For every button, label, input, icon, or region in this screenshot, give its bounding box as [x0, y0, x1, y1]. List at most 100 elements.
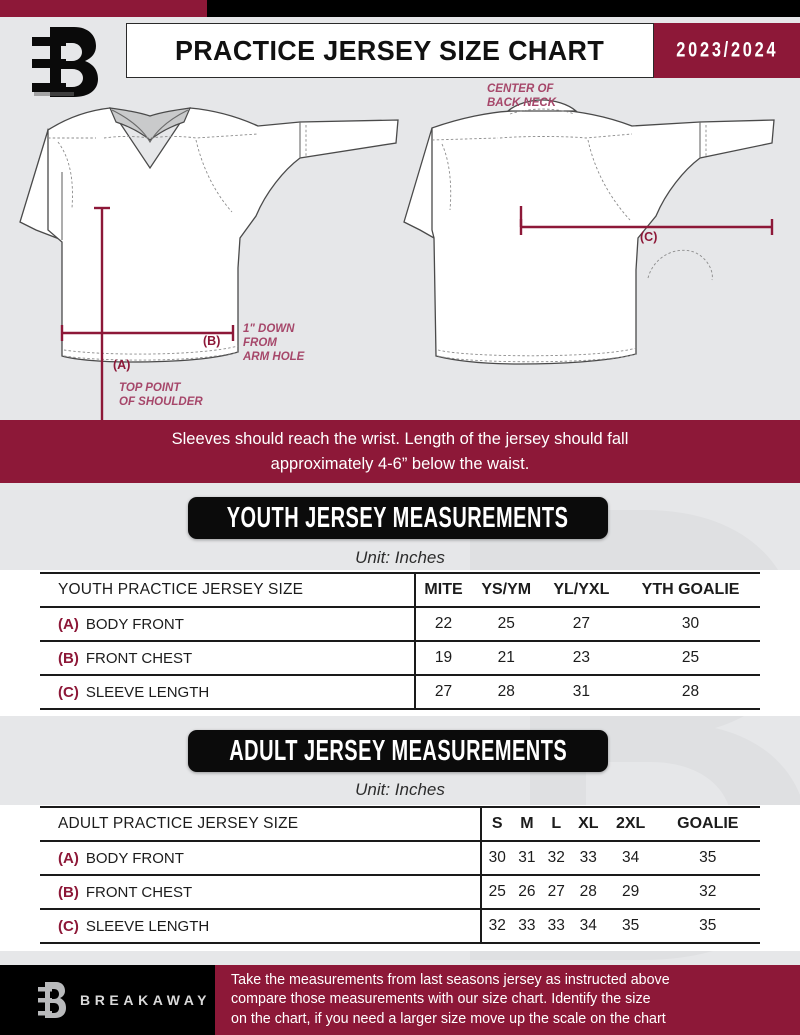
adult-cell-2-1: 33 [512, 908, 542, 944]
youth-unit-label: Unit: Inches [355, 548, 445, 567]
table-row: (C) SLEEVE LENGTH 27 28 31 28 [40, 674, 760, 710]
top-band-maroon [0, 0, 207, 17]
adult-cell-2-3: 34 [570, 908, 606, 944]
youth-col-4: YTH GOALIE [621, 572, 760, 608]
youth-cell-1-3: 25 [621, 640, 760, 676]
youth-row-2-name: SLEEVE LENGTH [85, 683, 210, 701]
youth-col-2: YS/YM [470, 572, 542, 608]
top-color-band [0, 0, 800, 17]
adult-cell-1-0: 25 [481, 874, 513, 910]
adult-cell-2-0: 32 [481, 908, 513, 944]
youth-heading-label: YOUTH JERSEY MEASUREMENTS [227, 501, 569, 534]
adult-row-2-label: (C) SLEEVE LENGTH [40, 908, 483, 944]
adult-row-1-tag: (B) [58, 883, 79, 901]
measure-a-note-line1: TOP POINT [119, 382, 181, 394]
table-row: (A) BODY FRONT 30 31 32 33 34 35 [40, 840, 760, 876]
table-row: (C) SLEEVE LENGTH 32 33 33 34 35 35 [40, 908, 760, 944]
youth-size-table: YOUTH PRACTICE JERSEY SIZE MITE YS/YM YL… [40, 572, 760, 710]
adult-cell-0-4: 34 [605, 840, 656, 876]
table-row: (B) FRONT CHEST 19 21 23 25 [40, 640, 760, 676]
adult-col-6: GOALIE [655, 806, 760, 842]
back-jersey-diagram: (C) CENTER OF BACK NECK [403, 83, 775, 365]
youth-row-0-tag: (A) [58, 615, 79, 633]
footer-note-line1: Take the measurements from last seasons … [231, 971, 670, 988]
youth-cell-0-2: 27 [541, 606, 622, 642]
youth-row-0-name: BODY FRONT [85, 615, 184, 633]
measure-a-note-line2: OF SHOULDER [119, 396, 203, 408]
page-footer: BREAKAWAY Take the measurements from las… [0, 965, 800, 1035]
youth-col-3: YL/YXL [541, 572, 622, 608]
youth-table-header-row: YOUTH PRACTICE JERSEY SIZE MITE YS/YM YL… [40, 572, 760, 608]
youth-cell-0-1: 25 [470, 606, 542, 642]
youth-row-2-tag: (C) [58, 683, 79, 701]
adult-row-2-name: SLEEVE LENGTH [85, 917, 210, 935]
jersey-illustrations: (A) TOP POINT OF SHOULDER (B) 1" DOWN FR… [0, 80, 800, 420]
page-title: PRACTICE JERSEY SIZE CHART [175, 34, 605, 66]
footer-note-line3: on the chart, if you need a larger size … [231, 1010, 666, 1027]
adult-heading-label: ADULT JERSEY MEASUREMENTS [229, 734, 567, 767]
table-row: (A) BODY FRONT 22 25 27 30 [40, 606, 760, 642]
adult-row-2-tag: (C) [58, 917, 79, 935]
note-bar-line2: approximately 4-6” below the waist. [270, 454, 530, 473]
measure-a-label: (A) [113, 358, 130, 372]
page-title-box: PRACTICE JERSEY SIZE CHART [126, 23, 654, 78]
youth-col-1: MITE [415, 572, 471, 608]
measure-c-note-line1: CENTER OF [487, 83, 554, 95]
adult-table-header-row: ADULT PRACTICE JERSEY SIZE S M L XL 2XL … [40, 806, 760, 842]
adult-col-4: XL [570, 806, 606, 842]
page-header: PRACTICE JERSEY SIZE CHART 2023/2024 [0, 17, 800, 97]
adult-row-1-name: FRONT CHEST [85, 883, 193, 901]
adult-row-0-name: BODY FRONT [85, 849, 184, 867]
youth-cell-2-3: 28 [621, 674, 760, 710]
adult-cell-0-5: 35 [655, 840, 760, 876]
youth-row-1-tag: (B) [58, 649, 79, 667]
adult-row-0-tag: (A) [58, 849, 79, 867]
youth-row-2-label: (C) SLEEVE LENGTH [40, 674, 417, 710]
adult-row-1-label: (B) FRONT CHEST [40, 874, 483, 910]
adult-cell-1-1: 26 [512, 874, 542, 910]
adult-size-table: ADULT PRACTICE JERSEY SIZE S M L XL 2XL … [40, 806, 760, 944]
measure-b-label: (B) [203, 334, 220, 348]
adult-col-0: ADULT PRACTICE JERSEY SIZE [40, 806, 483, 842]
adult-cell-1-3: 28 [570, 874, 606, 910]
adult-col-1: S [481, 806, 513, 842]
youth-cell-2-0: 27 [415, 674, 471, 710]
measure-b-note-line3: ARM HOLE [242, 351, 305, 363]
breakaway-b-logo-icon [38, 982, 66, 1018]
note-bar-line1: Sleeves should reach the wrist. Length o… [171, 429, 629, 448]
youth-cell-1-1: 21 [470, 640, 542, 676]
adult-unit-label: Unit: Inches [355, 780, 445, 799]
youth-row-1-name: FRONT CHEST [85, 649, 193, 667]
season-label: 2023/2024 [675, 38, 779, 62]
adult-col-2: M [512, 806, 542, 842]
measure-b-note-line2: FROM [243, 337, 277, 349]
measure-b-note-line1: 1" DOWN [243, 323, 295, 335]
youth-cell-2-2: 31 [541, 674, 622, 710]
adult-cell-1-5: 32 [655, 874, 760, 910]
adult-row-0-label: (A) BODY FRONT [40, 840, 483, 876]
footer-instruction-note: Take the measurements from last seasons … [215, 965, 800, 1035]
adult-cell-2-5: 35 [655, 908, 760, 944]
youth-cell-2-1: 28 [470, 674, 542, 710]
measure-c-note-line2: BACK NECK [487, 97, 557, 109]
adult-cell-0-1: 31 [512, 840, 542, 876]
footer-brand-label: BREAKAWAY [80, 992, 212, 1008]
adult-cell-2-4: 35 [605, 908, 656, 944]
youth-row-1-label: (B) FRONT CHEST [40, 640, 417, 676]
footer-brand-block: BREAKAWAY [0, 965, 215, 1035]
youth-section-heading: YOUTH JERSEY MEASUREMENTS [188, 497, 608, 539]
adult-cell-1-4: 29 [605, 874, 656, 910]
footer-note-line2: compare those measurements with our size… [231, 991, 651, 1008]
sleeve-length-note-bar: Sleeves should reach the wrist. Length o… [0, 420, 800, 483]
season-badge: 2023/2024 [654, 23, 800, 78]
youth-cell-1-0: 19 [415, 640, 471, 676]
adult-cell-1-2: 27 [541, 874, 571, 910]
front-jersey-diagram: (A) TOP POINT OF SHOULDER (B) 1" DOWN FR… [19, 107, 399, 420]
adult-cell-2-2: 33 [541, 908, 571, 944]
measure-c-label: (C) [640, 230, 657, 244]
adult-cell-0-3: 33 [570, 840, 606, 876]
adult-col-5: 2XL [605, 806, 656, 842]
youth-cell-0-0: 22 [415, 606, 471, 642]
breakaway-b-logo-icon [32, 27, 98, 97]
